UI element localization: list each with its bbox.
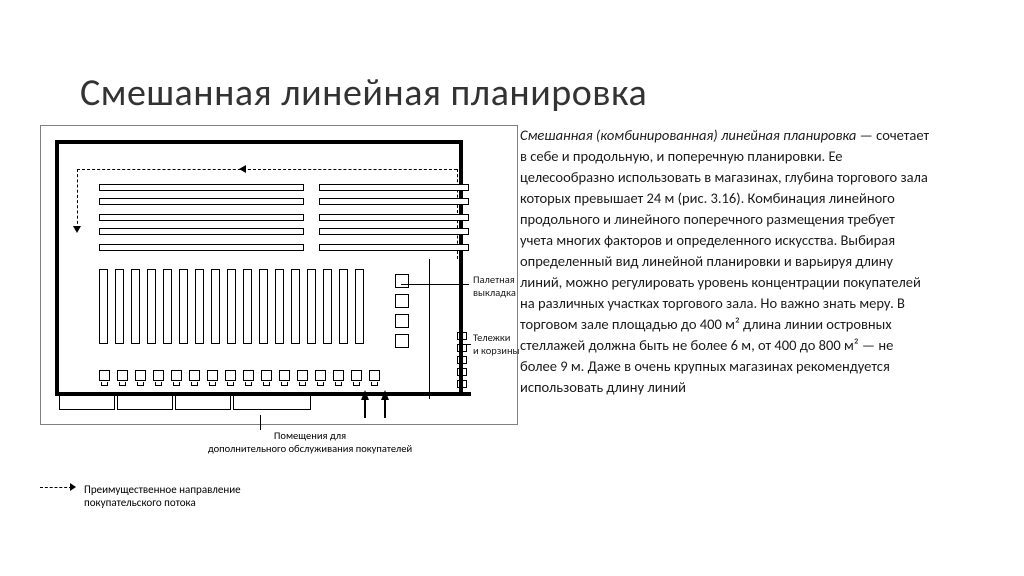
shelf-horizontal (319, 244, 469, 251)
flow-dash (77, 169, 78, 229)
shelf-horizontal (319, 214, 469, 221)
shelf-horizontal (99, 184, 304, 191)
cart-icon (457, 368, 467, 376)
shelf-horizontal (99, 214, 304, 221)
service-room (117, 392, 173, 410)
checkout (117, 370, 128, 381)
shelf-vertical (243, 269, 252, 344)
flow-arrowhead (239, 165, 246, 173)
divider (429, 259, 430, 399)
carts-label: Тележки и корзины (473, 332, 520, 357)
body-rest: — сочетает в себе и продольную, и попере… (520, 126, 929, 396)
flow-dash (77, 169, 457, 170)
shelf-vertical (307, 269, 316, 344)
checkout (243, 370, 254, 381)
checkout (189, 370, 200, 381)
service-room (233, 392, 311, 410)
entrance-arrow-head (361, 390, 369, 400)
shelf-vertical (275, 269, 284, 344)
shelf-horizontal (319, 184, 469, 191)
service-rooms-label: Помещения для дополнительного обслуживан… (200, 430, 420, 455)
body-text: Смешанная (комбинированная) линейная пла… (520, 125, 980, 425)
checkout (225, 370, 236, 381)
checkout (207, 370, 218, 381)
checkout (279, 370, 290, 381)
shelf-vertical (163, 269, 172, 344)
pallet-label: Палетная выкладка (473, 274, 516, 299)
checkout (261, 370, 272, 381)
shelf-horizontal (99, 228, 304, 235)
checkout (297, 370, 308, 381)
body-paragraph: Смешанная (комбинированная) линейная пла… (520, 125, 930, 398)
shelf-vertical (259, 269, 268, 344)
flow-arrowhead (73, 226, 81, 233)
label-leader (401, 284, 469, 285)
legend-row: Преимущественное направление покупательс… (40, 483, 520, 509)
shelf-vertical (355, 269, 364, 344)
checkout (333, 370, 344, 381)
service-room (175, 392, 231, 410)
checkout (369, 370, 380, 381)
shelf-vertical (339, 269, 348, 344)
shelf-vertical (323, 269, 332, 344)
checkout (315, 370, 326, 381)
shelf-horizontal (99, 198, 304, 205)
cart-icon (457, 344, 467, 352)
pallet-display (395, 334, 409, 348)
checkout (99, 370, 110, 381)
shelf-vertical (291, 269, 300, 344)
checkout (135, 370, 146, 381)
shelf-vertical (99, 269, 108, 344)
shelf-vertical (195, 269, 204, 344)
service-room (59, 392, 115, 410)
entrance-arrow-head (381, 390, 389, 400)
shelf-vertical (147, 269, 156, 344)
checkout (351, 370, 362, 381)
shelf-vertical (227, 269, 236, 344)
checkout (171, 370, 182, 381)
legend-text: Преимущественное направление покупательс… (84, 483, 241, 509)
entrance-arrow-stem (384, 398, 386, 418)
shelf-horizontal (319, 198, 469, 205)
pallet-display (395, 314, 409, 328)
pallet-display (395, 274, 409, 288)
shelf-horizontal (319, 228, 469, 235)
content-row: Палетная выкладка Тележки и корзины Поме… (0, 125, 1024, 425)
cart-icon (457, 332, 467, 340)
checkout (153, 370, 164, 381)
shelf-horizontal (99, 244, 304, 251)
floorplan-frame: Палетная выкладка Тележки и корзины (40, 125, 518, 425)
inner-wall (55, 140, 463, 392)
shelf-vertical (115, 269, 124, 344)
legend-dash-icon (40, 483, 78, 493)
label-leader (457, 344, 471, 345)
legend: Преимущественное направление покупательс… (40, 465, 520, 509)
page-title: Смешанная линейная планировка (80, 70, 647, 116)
pallet-display (395, 294, 409, 308)
shelf-vertical (131, 269, 140, 344)
shelf-vertical (179, 269, 188, 344)
body-lead-italic: Смешанная (комбинированная) линейная пла… (520, 126, 856, 144)
entrance-arrow-stem (364, 398, 366, 418)
cart-icon (457, 380, 467, 388)
diagram-column: Палетная выкладка Тележки и корзины Поме… (0, 125, 520, 425)
label-leader (260, 415, 261, 430)
shelf-vertical (211, 269, 220, 344)
cart-icon (457, 356, 467, 364)
